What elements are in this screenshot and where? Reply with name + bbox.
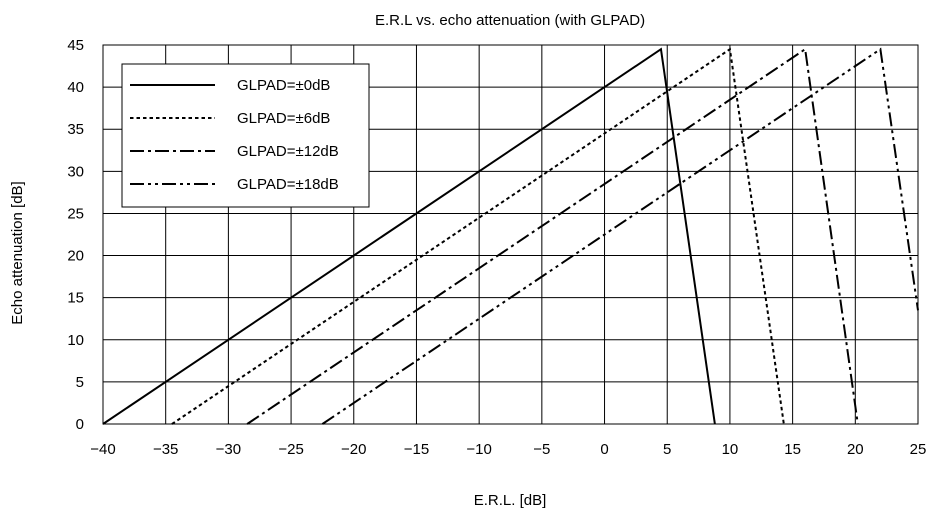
y-tick-label: 25 xyxy=(67,205,84,222)
x-tick-label: −15 xyxy=(404,441,429,458)
y-tick-label: 0 xyxy=(76,416,84,433)
x-tick-label: −10 xyxy=(466,441,491,458)
y-tick-label: 10 xyxy=(67,332,84,349)
y-tick-labels: 0 5 10 15 20 25 30 35 40 45 xyxy=(67,37,84,433)
y-tick-label: 20 xyxy=(67,248,84,265)
series-line xyxy=(102,47,716,425)
x-tick-label: −30 xyxy=(216,441,241,458)
y-tick-label: 5 xyxy=(76,374,84,391)
series-layer xyxy=(102,47,919,425)
y-tick-label: 15 xyxy=(67,290,84,307)
x-tick-label: 5 xyxy=(663,441,671,458)
series-line xyxy=(171,47,785,425)
x-tick-label: 0 xyxy=(600,441,608,458)
legend-label: GLPAD=±0dB xyxy=(237,77,330,94)
plot-frame xyxy=(102,44,919,425)
x-tick-label: 10 xyxy=(722,441,739,458)
y-tick-label: 40 xyxy=(67,79,84,96)
x-tick-label: 15 xyxy=(784,441,801,458)
y-axis-label: Echo attenuation [dB] xyxy=(9,181,26,324)
y-tick-label: 30 xyxy=(67,163,84,180)
legend-label: GLPAD=±12dB xyxy=(237,143,339,160)
series-line xyxy=(321,47,919,425)
y-tick-label: 45 xyxy=(67,37,84,54)
legend-label: GLPAD=±18dB xyxy=(237,176,339,193)
x-axis-label: E.R.L. [dB] xyxy=(474,492,547,509)
x-tick-label: −5 xyxy=(533,441,550,458)
x-tick-label: 20 xyxy=(847,441,864,458)
x-tick-label: −35 xyxy=(153,441,178,458)
x-tick-label: 25 xyxy=(910,441,927,458)
x-tick-labels: −40 −35 −30 −25 −20 −15 −10 −5 0 5 10 15 20 25 xyxy=(90,441,926,458)
chart-title: E.R.L vs. echo attenuation (with GLPAD) xyxy=(375,12,645,29)
legend-label: GLPAD=±6dB xyxy=(237,110,330,127)
x-tick-label: −20 xyxy=(341,441,366,458)
y-tick-label: 35 xyxy=(67,121,84,138)
x-tick-label: −25 xyxy=(278,441,303,458)
x-tick-label: −40 xyxy=(90,441,115,458)
legend: GLPAD=±0dB GLPAD=±6dB GLPAD=±12dB GLPAD=±18… xyxy=(121,63,370,208)
